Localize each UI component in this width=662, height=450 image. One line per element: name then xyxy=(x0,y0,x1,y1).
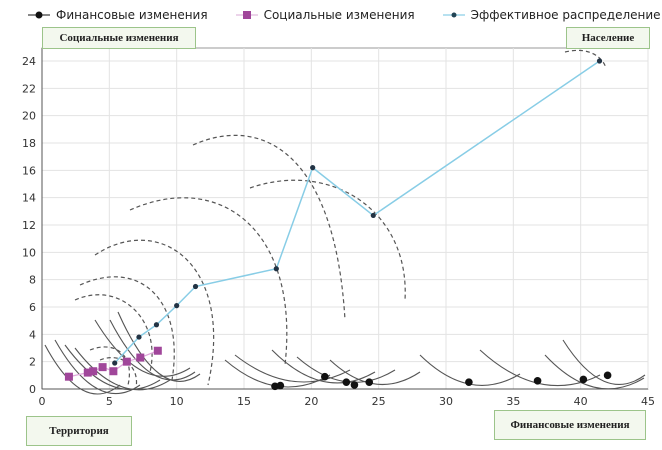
legend-item-financial: Финансовые изменения xyxy=(28,8,208,22)
x-tick-label: 45 xyxy=(641,395,655,408)
dashed-arc xyxy=(74,294,153,373)
x-tick-label: 15 xyxy=(237,395,251,408)
dashed-arc xyxy=(129,197,288,366)
y-tick-label: 12 xyxy=(22,219,36,232)
legend-label: Социальные изменения xyxy=(263,8,415,22)
financial-point xyxy=(365,378,374,386)
legend-item-efficient: Эффективное распределение xyxy=(442,8,661,22)
annotation-territory: Территория xyxy=(26,416,132,446)
legend-label: Финансовые изменения xyxy=(56,8,208,22)
plot-frame xyxy=(41,47,649,390)
solid-arc xyxy=(544,354,645,390)
solid-arc xyxy=(109,319,196,381)
efficient-point xyxy=(174,303,180,309)
efficient-point xyxy=(596,58,603,64)
x-tick-label: 40 xyxy=(574,395,588,408)
solid-arc xyxy=(74,347,171,391)
x-tick-label: 0 xyxy=(39,395,46,408)
solid-arc xyxy=(117,311,201,382)
efficient-point xyxy=(370,212,376,219)
solid-arc xyxy=(329,359,421,385)
y-tick-label: 20 xyxy=(22,110,36,123)
legend-marker-circle-icon xyxy=(28,11,50,19)
annotation-financial-changes: Финансовые изменения xyxy=(494,410,646,440)
social-point xyxy=(153,346,162,355)
x-tick-label: 25 xyxy=(372,395,386,408)
y-tick-label: 4 xyxy=(29,328,36,341)
y-tick-label: 10 xyxy=(22,246,36,259)
dashed-arc xyxy=(89,346,130,386)
efficient-point xyxy=(136,334,142,340)
social-point xyxy=(98,363,107,372)
y-tick-label: 16 xyxy=(22,164,36,177)
y-tick-label: 6 xyxy=(29,301,36,314)
efficient-point xyxy=(192,283,199,290)
annotation-population: Население xyxy=(566,27,650,49)
dashed-arc xyxy=(192,134,346,321)
x-tick-label: 30 xyxy=(439,395,453,408)
y-tick-label: 0 xyxy=(29,383,36,396)
legend-item-social: Социальные изменения xyxy=(235,8,415,22)
efficient-point xyxy=(112,360,118,366)
y-tick-label: 22 xyxy=(22,82,36,95)
efficient-point xyxy=(310,165,316,171)
y-tick-label: 14 xyxy=(22,192,36,205)
financial-point xyxy=(465,378,473,386)
financial-point xyxy=(342,378,351,386)
efficient-point xyxy=(273,266,279,272)
annotation-social-changes: Социальные изменения xyxy=(42,27,196,49)
social-point xyxy=(109,367,118,376)
social-point xyxy=(122,357,131,366)
financial-point xyxy=(350,381,359,389)
solid-arc xyxy=(234,354,351,383)
solid-arc xyxy=(94,319,191,377)
legend-marker-square-icon xyxy=(235,11,258,19)
solid-arc xyxy=(44,344,121,395)
financial-point xyxy=(276,381,285,390)
x-tick-label: 35 xyxy=(506,395,520,408)
social-point xyxy=(83,368,92,377)
social-point xyxy=(136,353,145,362)
financial-point xyxy=(579,375,588,384)
dashed-arc xyxy=(79,276,175,381)
financial-point xyxy=(533,377,542,385)
solid-arc xyxy=(54,339,141,394)
social-point xyxy=(89,367,98,376)
solid-arc xyxy=(562,339,646,385)
dashed-arc xyxy=(249,179,406,301)
x-tick-label: 10 xyxy=(170,395,184,408)
dashed-arc xyxy=(564,49,607,69)
solid-arc xyxy=(64,344,161,390)
y-tick-label: 18 xyxy=(22,137,36,150)
x-tick-label: 20 xyxy=(304,395,318,408)
y-tick-label: 2 xyxy=(29,356,36,369)
financial-point xyxy=(321,372,329,381)
solid-arc xyxy=(271,349,376,384)
legend-label: Эффективное распределение xyxy=(470,8,661,22)
y-tick-label: 24 xyxy=(22,55,36,68)
financial-point xyxy=(603,371,612,380)
social-point xyxy=(64,372,73,381)
legend-marker-dot-icon xyxy=(442,12,465,18)
efficient-point xyxy=(153,322,160,328)
legend: Финансовые изменения Социальные изменени… xyxy=(28,8,661,22)
y-tick-label: 8 xyxy=(29,274,36,287)
x-tick-label: 5 xyxy=(106,395,113,408)
dashed-arc xyxy=(94,239,215,386)
